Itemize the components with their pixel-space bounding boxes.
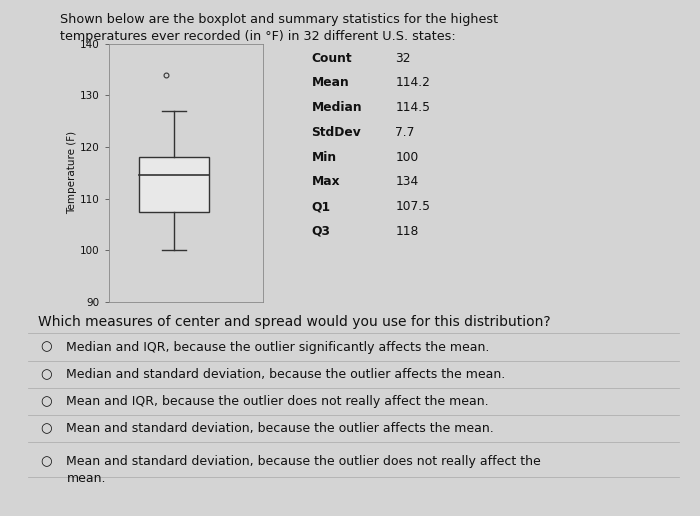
Text: Median and standard deviation, because the outlier affects the mean.: Median and standard deviation, because t… [66, 368, 505, 381]
Text: 32: 32 [395, 52, 411, 64]
Text: Q1: Q1 [312, 200, 330, 213]
Text: Max: Max [312, 175, 340, 188]
Text: Median: Median [312, 101, 362, 114]
Text: 107.5: 107.5 [395, 200, 430, 213]
Text: 114.2: 114.2 [395, 76, 430, 89]
Text: ○: ○ [41, 455, 52, 468]
Text: Min: Min [312, 151, 337, 164]
Text: temperatures ever recorded (in °F) in 32 different U.S. states:: temperatures ever recorded (in °F) in 32… [60, 30, 455, 43]
Text: Shown below are the boxplot and summary statistics for the highest: Shown below are the boxplot and summary … [60, 13, 498, 26]
Text: 100: 100 [395, 151, 419, 164]
Text: ○: ○ [41, 368, 52, 381]
Text: ○: ○ [41, 341, 52, 353]
Text: ○: ○ [41, 422, 52, 435]
Text: StdDev: StdDev [312, 126, 361, 139]
Text: Mean and standard deviation, because the outlier does not really affect the
mean: Mean and standard deviation, because the… [66, 455, 541, 485]
Text: Median and IQR, because the outlier significantly affects the mean.: Median and IQR, because the outlier sign… [66, 341, 490, 353]
Text: 118: 118 [395, 225, 419, 238]
Text: Q3: Q3 [312, 225, 330, 238]
Y-axis label: Temperature (F): Temperature (F) [67, 131, 77, 215]
Text: Count: Count [312, 52, 352, 64]
Text: 114.5: 114.5 [395, 101, 430, 114]
Bar [139, 157, 209, 212]
Text: 134: 134 [395, 175, 419, 188]
Text: Mean and standard deviation, because the outlier affects the mean.: Mean and standard deviation, because the… [66, 422, 494, 435]
Text: 7.7: 7.7 [395, 126, 415, 139]
Text: ○: ○ [41, 395, 52, 408]
Text: Mean and IQR, because the outlier does not really affect the mean.: Mean and IQR, because the outlier does n… [66, 395, 489, 408]
Text: Which measures of center and spread would you use for this distribution?: Which measures of center and spread woul… [38, 315, 551, 329]
Text: Mean: Mean [312, 76, 349, 89]
